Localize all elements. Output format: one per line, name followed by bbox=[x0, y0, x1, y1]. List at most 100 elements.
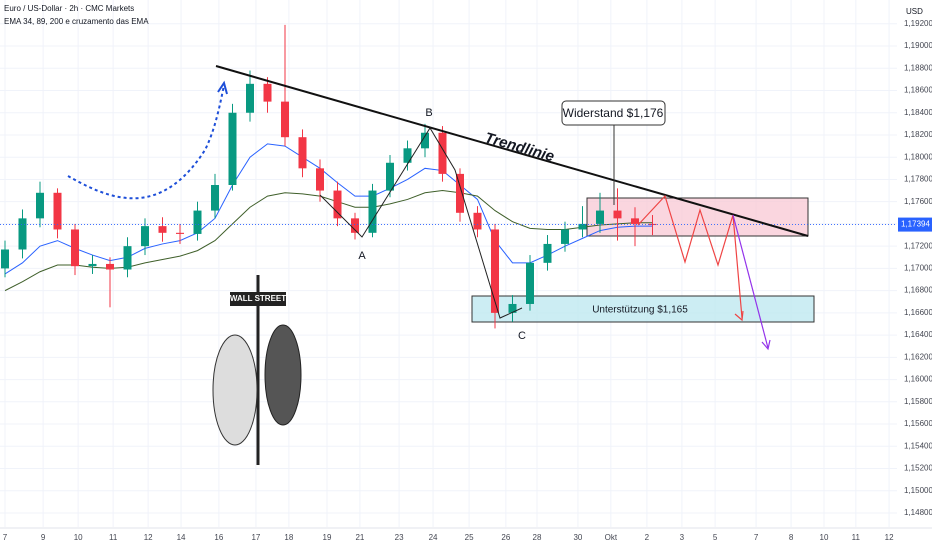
candle-body bbox=[490, 229, 499, 313]
candle-body bbox=[613, 210, 622, 219]
candle-body bbox=[578, 223, 587, 230]
support-label: Unterstützung $1,165 bbox=[592, 305, 688, 316]
candle-body bbox=[141, 226, 150, 247]
x-tick-label: 18 bbox=[284, 533, 293, 542]
candle-body bbox=[281, 101, 290, 138]
arrow-head bbox=[217, 80, 228, 95]
x-tick-label: 9 bbox=[41, 533, 46, 542]
x-tick-label: 10 bbox=[74, 533, 83, 542]
x-tick-label: 7 bbox=[754, 533, 759, 542]
arrow-head bbox=[761, 339, 771, 351]
x-tick-label: 21 bbox=[355, 533, 364, 542]
arc-arrow bbox=[67, 84, 225, 200]
y-tick-label: 1,17000 bbox=[904, 264, 932, 273]
y-tick-label: 1,18800 bbox=[904, 63, 932, 72]
y-tick-label: 1,17800 bbox=[904, 175, 932, 184]
candle-body bbox=[455, 173, 464, 213]
y-tick-label: 1,15200 bbox=[904, 464, 932, 473]
x-tick-label: 12 bbox=[885, 533, 894, 542]
sign bbox=[230, 292, 286, 306]
candle-body bbox=[420, 132, 429, 149]
candle-body bbox=[560, 229, 569, 244]
y-tick-label: 1,14800 bbox=[904, 508, 932, 517]
candle-body bbox=[263, 83, 272, 102]
candle-body bbox=[473, 212, 482, 230]
y-tick-label: 1,15600 bbox=[904, 419, 932, 428]
y-tick-label: 1,16000 bbox=[904, 375, 932, 384]
candle-body bbox=[158, 226, 167, 233]
axis-unit: USD bbox=[906, 7, 923, 16]
x-tick-label: 11 bbox=[109, 533, 118, 542]
candle-body bbox=[18, 218, 27, 250]
candle-body bbox=[368, 190, 377, 233]
y-tick-label: 1,16800 bbox=[904, 286, 932, 295]
candle-body bbox=[508, 303, 517, 313]
chart-title: Euro / US-Dollar · 2h · CMC Markets bbox=[4, 4, 134, 13]
x-tick-label: 28 bbox=[533, 533, 542, 542]
candle-body bbox=[525, 262, 534, 304]
candle-body bbox=[193, 210, 202, 234]
y-tick-label: 1,16400 bbox=[904, 330, 932, 339]
candle-body bbox=[36, 192, 45, 219]
x-tick-label: 12 bbox=[144, 533, 153, 542]
point-label: B bbox=[425, 107, 432, 119]
y-tick-label: 1,18000 bbox=[904, 152, 932, 161]
y-tick-label: 1,17200 bbox=[904, 241, 932, 250]
price-tag bbox=[898, 217, 932, 232]
candle-body bbox=[228, 112, 237, 186]
x-tick-label: 17 bbox=[251, 533, 260, 542]
callout-box bbox=[561, 100, 666, 126]
y-tick-label: 1,16200 bbox=[904, 352, 932, 361]
y-tick-label: 1,17600 bbox=[904, 197, 932, 206]
x-tick-label: 25 bbox=[465, 533, 474, 542]
x-tick-label: 10 bbox=[820, 533, 829, 542]
resistance-label: Widerstand $1,176 bbox=[563, 106, 664, 120]
plot bbox=[0, 24, 897, 329]
candle-body bbox=[385, 162, 394, 191]
x-tick-label: 26 bbox=[501, 533, 510, 542]
candle-body bbox=[53, 192, 62, 230]
point-label: C bbox=[518, 330, 526, 342]
candle-body bbox=[333, 190, 342, 219]
y-tick-label: 1,19000 bbox=[904, 41, 932, 50]
x-tick-label: 30 bbox=[573, 533, 582, 542]
y-tick-label: 1,18400 bbox=[904, 108, 932, 117]
x-tick-label: 7 bbox=[3, 533, 8, 542]
arrow-head bbox=[734, 310, 744, 322]
chart-subtitle: EMA 34, 89, 200 e cruzamento das EMA bbox=[4, 17, 149, 26]
candle-body bbox=[1, 249, 10, 269]
axes: 1,14800 1,15000 1,15200 1,15400 1,15600 1,158… bbox=[3, 19, 932, 542]
price-tag-label: 1,17394 bbox=[901, 220, 930, 229]
bear bbox=[212, 334, 258, 446]
candle-body bbox=[88, 263, 97, 267]
candle-body bbox=[246, 83, 255, 113]
y-tick-label: 1,18200 bbox=[904, 130, 932, 139]
y-tick-label: 1,15800 bbox=[904, 397, 932, 406]
projection-purple bbox=[732, 214, 769, 349]
sign-text: WALL STREET bbox=[230, 294, 286, 303]
candle-body bbox=[403, 148, 412, 163]
candle-body bbox=[211, 185, 220, 211]
candle-body bbox=[71, 229, 80, 267]
x-tick-label: 16 bbox=[214, 533, 223, 542]
x-tick-label: 11 bbox=[852, 533, 861, 542]
trendline bbox=[215, 65, 809, 237]
candle-body bbox=[298, 137, 307, 169]
x-tick-label: 14 bbox=[177, 533, 186, 542]
x-tick-label: 8 bbox=[789, 533, 794, 542]
x-tick-label: 19 bbox=[323, 533, 332, 542]
x-tick-label: 3 bbox=[680, 533, 685, 542]
y-tick-label: 1,16600 bbox=[904, 308, 932, 317]
x-tick-label: 23 bbox=[395, 533, 404, 542]
abc-pattern bbox=[319, 127, 523, 319]
bull bbox=[264, 324, 302, 426]
y-tick-label: 1,19200 bbox=[904, 19, 932, 28]
point-label: A bbox=[358, 250, 366, 262]
y-tick-label: 1,15400 bbox=[904, 441, 932, 450]
candle-body bbox=[438, 132, 447, 174]
candle-body bbox=[595, 210, 604, 224]
candle-body bbox=[176, 232, 185, 234]
candle-body bbox=[315, 168, 324, 191]
